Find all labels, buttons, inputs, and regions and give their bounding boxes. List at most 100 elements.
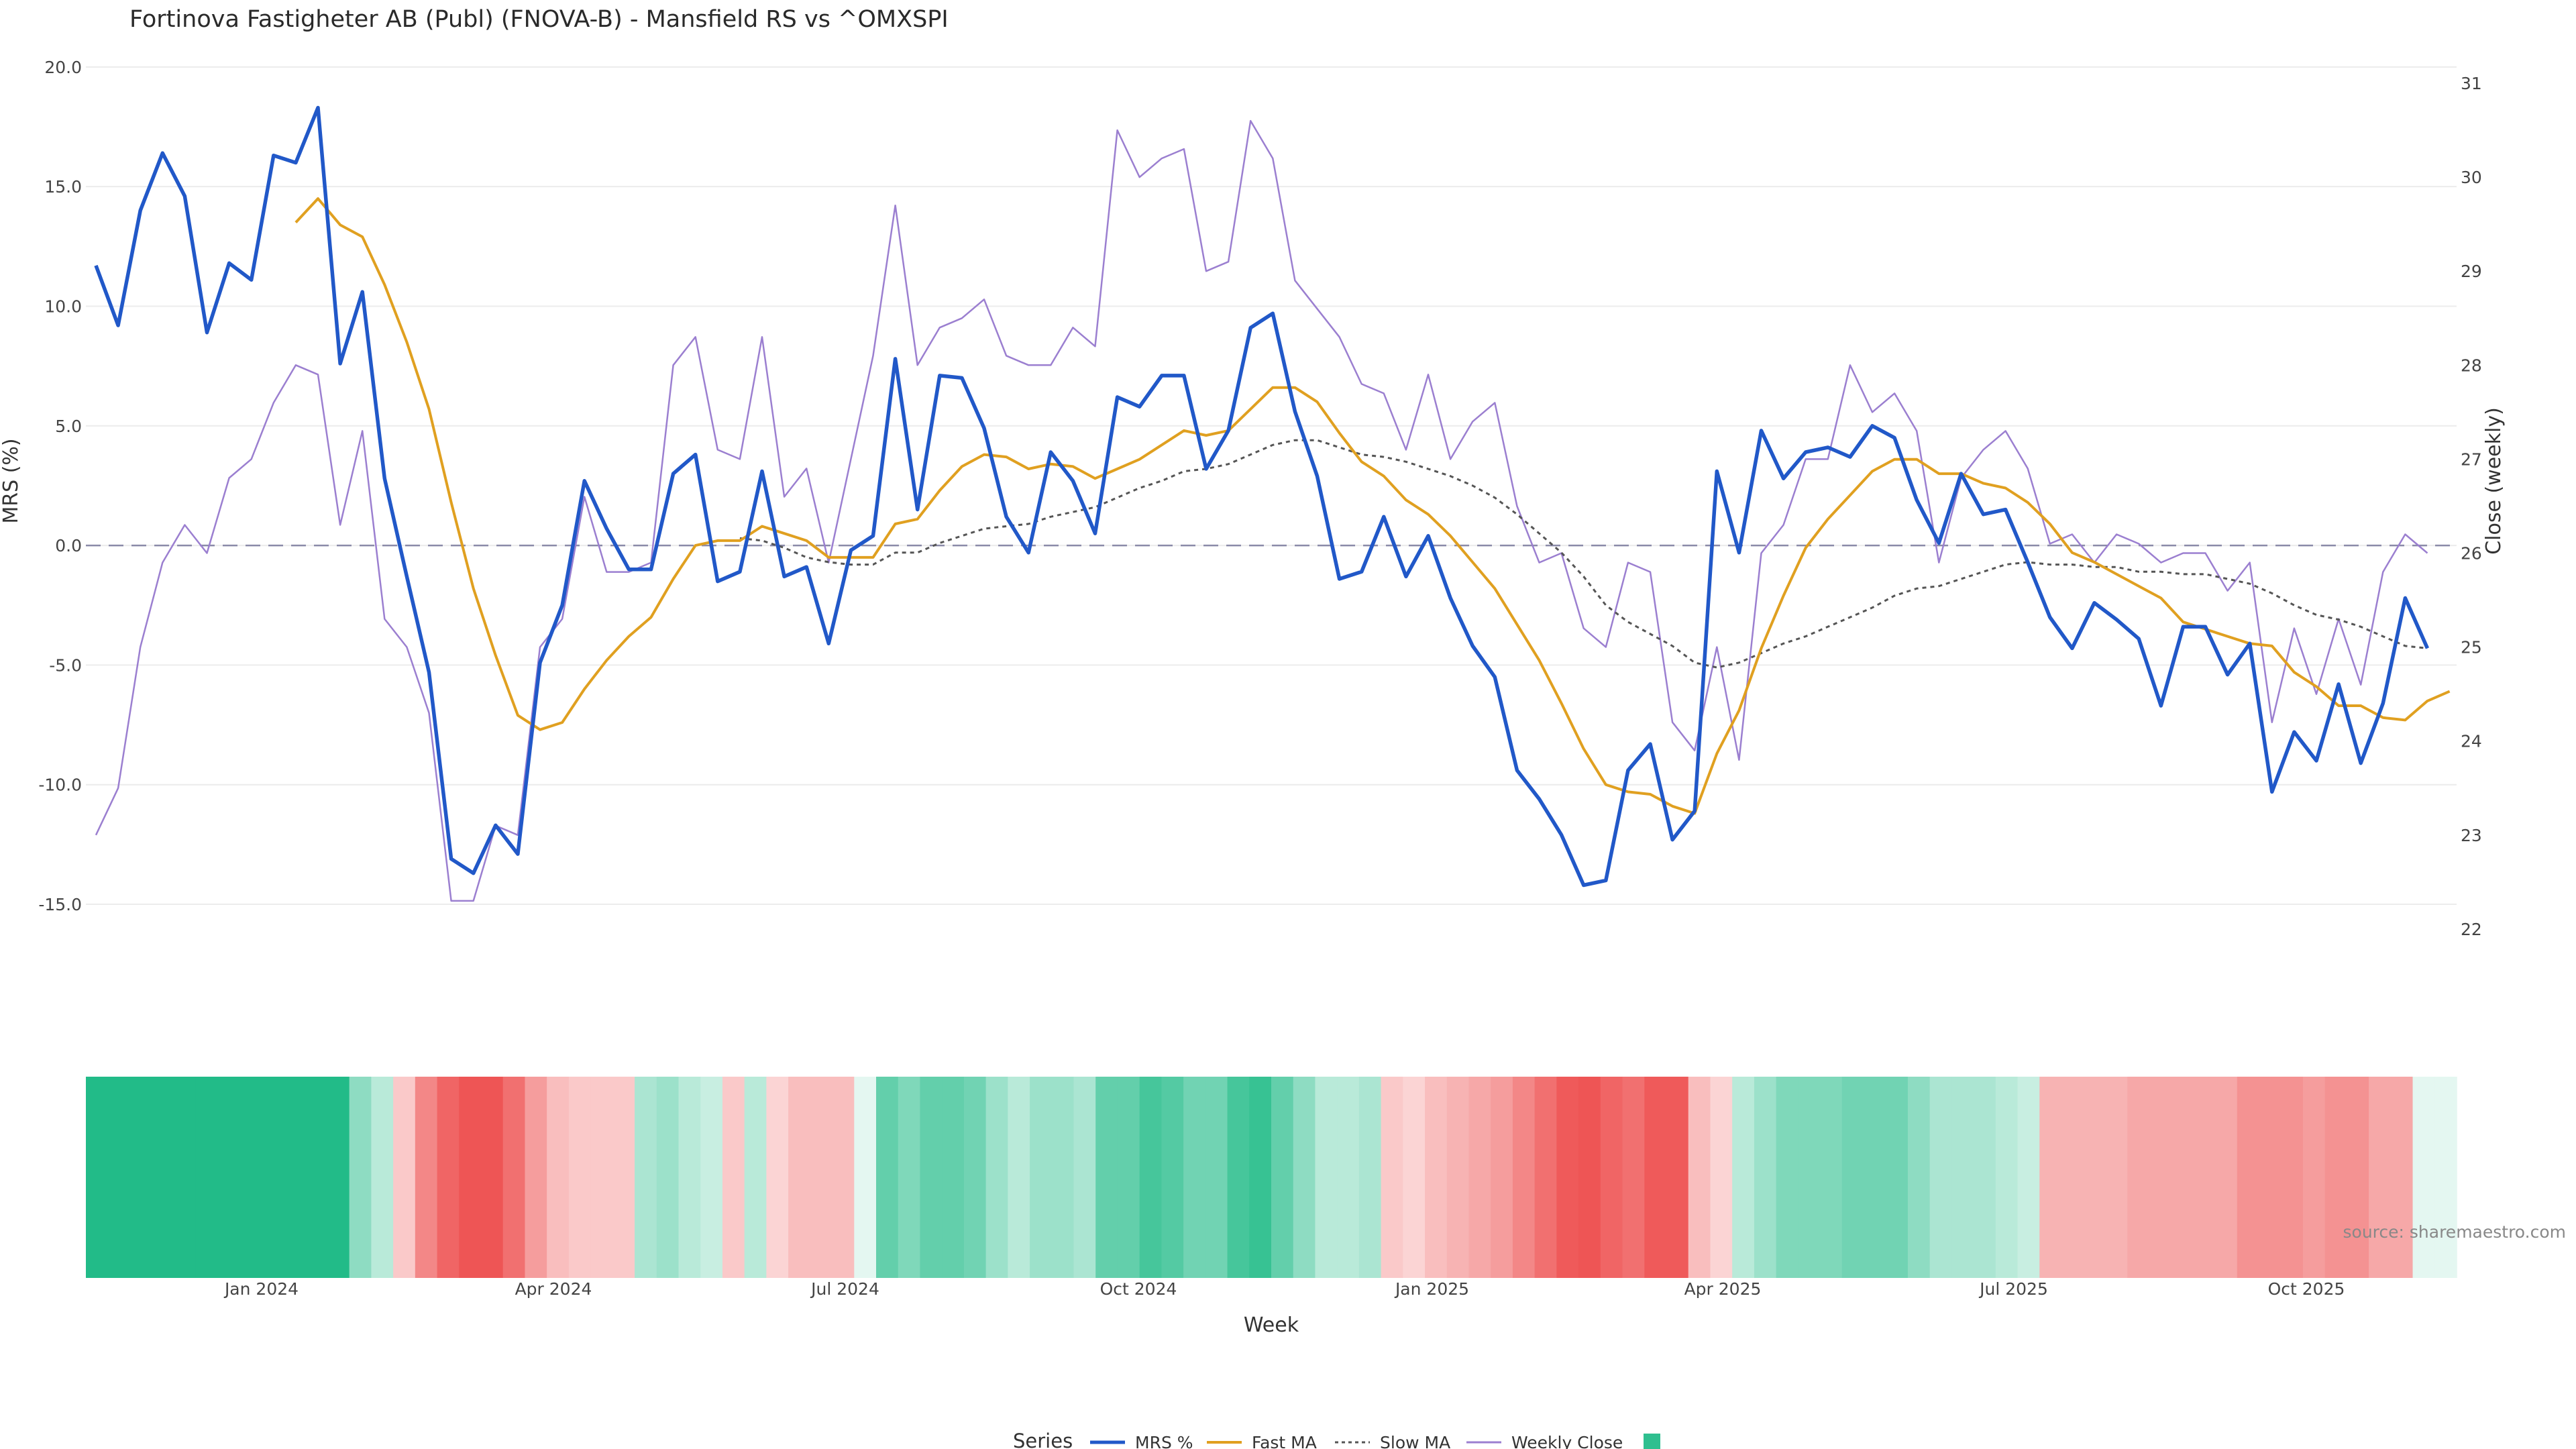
- legend: Series MRS % Fast MA Slow MA Weekly Clos…: [1013, 1430, 1660, 1449]
- x-tick-label: Jul 2024: [810, 1279, 879, 1299]
- heat-band-cell: [1578, 1077, 1601, 1278]
- heat-band-cell: [635, 1077, 657, 1278]
- heat-band-cell: [152, 1077, 174, 1278]
- x-tick-label: Apr 2024: [515, 1279, 592, 1299]
- heat-band-cell: [525, 1077, 547, 1278]
- heat-band-cell: [2171, 1077, 2194, 1278]
- heat-band-cell: [1929, 1077, 1953, 1278]
- heat-band-cell: [1600, 1077, 1623, 1278]
- y2-tick-label: 27: [2461, 449, 2482, 469]
- y-tick-label: 15.0: [44, 177, 82, 197]
- heat-band-cell: [2390, 1077, 2414, 1278]
- heat-band-cell: [195, 1077, 219, 1278]
- chart-title: Fortinova Fastigheter AB (Publ) (FNOVA-B…: [129, 6, 949, 33]
- heat-band-cell: [788, 1077, 811, 1278]
- heat-band-cell: [985, 1077, 1009, 1278]
- left-axis-title: MRS (%): [0, 438, 23, 523]
- y2-tick-label: 29: [2461, 262, 2482, 281]
- heat-band-cell: [1534, 1077, 1558, 1278]
- heat-band-cell: [1183, 1077, 1206, 1278]
- right-axis-ticks: 31 30 29 28 27 26 25 24 23 22: [2461, 74, 2482, 939]
- heat-band-cell: [239, 1077, 262, 1278]
- heat-band-cell: [1995, 1077, 2019, 1278]
- heat-band-cell: [1556, 1077, 1579, 1278]
- y-tick-label: -5.0: [49, 655, 82, 675]
- heat-band-cell: [1886, 1077, 1909, 1278]
- heat-band-cell: [2259, 1077, 2282, 1278]
- heat-band-cell: [349, 1077, 372, 1278]
- x-tick-label: Jan 2025: [1394, 1279, 1469, 1299]
- heat-band-cell: [898, 1077, 921, 1278]
- legend-label-mrs: MRS %: [1135, 1433, 1193, 1449]
- heat-band-cell: [590, 1077, 614, 1278]
- heat-band-cell: [371, 1077, 394, 1278]
- heat-band-cell: [2369, 1077, 2392, 1278]
- heat-band-cell: [568, 1077, 592, 1278]
- y2-tick-label: 28: [2461, 356, 2482, 375]
- y-tick-label: 5.0: [55, 417, 82, 436]
- y-tick-label: -15.0: [38, 895, 82, 914]
- heat-band-cell: [1205, 1077, 1228, 1278]
- heat-band-cell: [1227, 1077, 1250, 1278]
- heat-band-cell: [1666, 1077, 1689, 1278]
- heat-band-cell: [1425, 1077, 1448, 1278]
- heat-band-cell: [2434, 1077, 2457, 1278]
- y2-tick-label: 25: [2461, 638, 2482, 657]
- y2-tick-label: 31: [2461, 74, 2482, 93]
- heat-band-cell: [1161, 1077, 1184, 1278]
- heat-band-cell: [2105, 1077, 2128, 1278]
- heat-band-cell: [1051, 1077, 1075, 1278]
- heat-band-cell: [2061, 1077, 2084, 1278]
- heat-band-cell: [437, 1077, 460, 1278]
- heat-band-cell: [305, 1077, 328, 1278]
- heat-band-cell: [1710, 1077, 1733, 1278]
- heat-band-cell: [2237, 1077, 2260, 1278]
- heat-band-cell: [766, 1077, 789, 1278]
- heat-band-cell: [1907, 1077, 1931, 1278]
- heat-band-cell: [2281, 1077, 2304, 1278]
- x-axis-title: Week: [1244, 1313, 1299, 1337]
- heat-band-cell: [744, 1077, 767, 1278]
- heat-band-cell: [2347, 1077, 2369, 1278]
- heat-band-cell: [2302, 1077, 2326, 1278]
- heat-band-cell: [942, 1077, 965, 1278]
- source-label: source: sharemaestro.com: [2343, 1222, 2567, 1242]
- heat-band-cell: [1644, 1077, 1667, 1278]
- heat-band-cell: [1864, 1077, 1887, 1278]
- heat-band-cell: [2412, 1077, 2436, 1278]
- heat-band-cell: [1139, 1077, 1163, 1278]
- heat-band-cell: [854, 1077, 877, 1278]
- y-tick-label: -10.0: [38, 775, 82, 795]
- heat-band-cell: [2193, 1077, 2216, 1278]
- heat-band-cell: [1798, 1077, 1821, 1278]
- heat-band-cell: [700, 1077, 723, 1278]
- heat-band-cell: [656, 1077, 680, 1278]
- heat-band-cell: [1776, 1077, 1799, 1278]
- y-tick-label: 0.0: [55, 536, 82, 555]
- x-tick-label: Jul 2025: [1978, 1279, 2048, 1299]
- legend-title: Series: [1013, 1430, 1073, 1449]
- heat-band-cell: [2039, 1077, 2062, 1278]
- heat-band-cell: [129, 1077, 152, 1278]
- heat-band-cell: [1732, 1077, 1755, 1278]
- y2-tick-label: 30: [2461, 168, 2482, 187]
- heat-band-cell: [217, 1077, 240, 1278]
- y2-tick-label: 26: [2461, 544, 2482, 564]
- heat-band-cell: [876, 1077, 899, 1278]
- heat-band-cell: [1095, 1077, 1118, 1278]
- heat-band-cell: [393, 1077, 416, 1278]
- legend-swatch-heat-band: [1644, 1434, 1660, 1449]
- series-line-mrs: [94, 105, 2430, 888]
- heat-band-cell: [173, 1077, 197, 1278]
- heat-band-cell: [86, 1077, 109, 1278]
- heat-band-cell: [2215, 1077, 2238, 1278]
- y-tick-label: 10.0: [44, 297, 82, 316]
- heat-band-cell: [1446, 1077, 1470, 1278]
- heat-band-cell: [1008, 1077, 1030, 1278]
- heat-band-cell: [459, 1077, 482, 1278]
- heat-band-cell: [920, 1077, 943, 1278]
- heat-band-cell: [1688, 1077, 1711, 1278]
- heat-band-cell: [415, 1077, 438, 1278]
- heat-band-cell: [1754, 1077, 1777, 1278]
- plot-area: [94, 105, 2451, 902]
